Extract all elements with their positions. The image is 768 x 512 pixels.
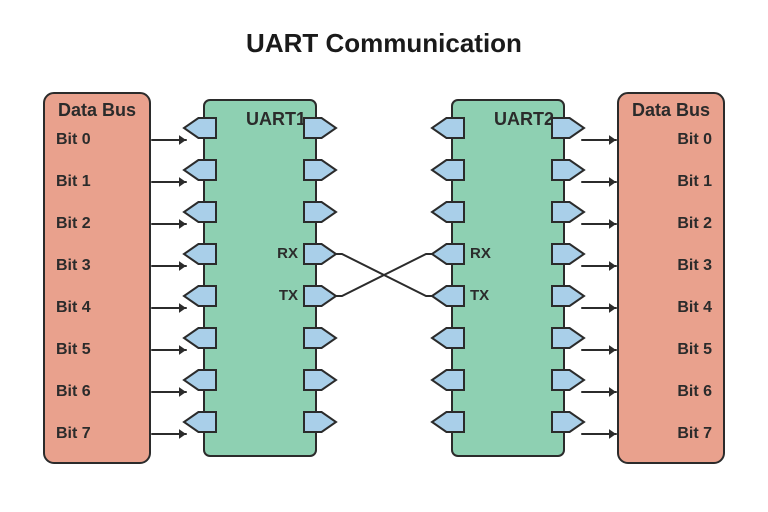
arrow-out-7-head [609,429,616,439]
databus-left-title: Data Bus [58,100,136,120]
uart2-rx-label: RX [470,245,491,262]
uart1-label: UART1 [246,109,306,129]
uart2-tx-label: TX [470,287,489,304]
uart1-pin-right-4 [304,286,336,306]
bit-left-5: Bit 5 [56,341,91,358]
bit-left-0: Bit 0 [56,131,91,148]
uart1-pin-left-3 [184,244,216,264]
databus-right-title: Data Bus [632,100,710,120]
bit-left-3: Bit 3 [56,257,91,274]
arrow-in-1-head [179,177,186,187]
arrow-out-6-head [609,387,616,397]
uart2-pin-left-2 [432,202,464,222]
arrow-out-3-head [609,261,616,271]
arrow-in-2-head [179,219,186,229]
uart1-pin-right-3 [304,244,336,264]
uart2-pin-left-3 [432,244,464,264]
arrow-out-1-head [609,177,616,187]
uart1-pin-right-7 [304,412,336,432]
uart2-pin-left-4 [432,286,464,306]
uart2-pin-left-1 [432,160,464,180]
uart1-pin-left-5 [184,328,216,348]
uart1-pin-left-1 [184,160,216,180]
bit-left-6: Bit 6 [56,383,91,400]
bit-left-1: Bit 1 [56,173,91,190]
arrow-out-2-head [609,219,616,229]
bit-right-3: Bit 3 [677,257,712,274]
uart1-pin-left-4 [184,286,216,306]
uart2-pin-right-5 [552,328,584,348]
uart1-chip [204,100,316,456]
uart1-pin-right-5 [304,328,336,348]
arrow-out-4-head [609,303,616,313]
bit-left-4: Bit 4 [56,299,91,316]
arrow-out-0-head [609,135,616,145]
uart2-pin-right-0 [552,118,584,138]
arrow-in-3-head [179,261,186,271]
uart2-label: UART2 [494,109,554,129]
bit-right-0: Bit 0 [677,131,712,148]
arrow-in-0-head [179,135,186,145]
uart1-pin-left-6 [184,370,216,390]
uart2-pin-right-7 [552,412,584,432]
uart2-pin-left-6 [432,370,464,390]
uart1-pin-left-7 [184,412,216,432]
bit-right-1: Bit 1 [677,173,712,190]
wire-tx-to-rx [336,254,432,296]
arrow-out-5-head [609,345,616,355]
uart1-pin-right-2 [304,202,336,222]
diagram-svg: Data Bus Data Bus UART1 UART2 Bit 0 Bit 0 Bit … [0,0,768,512]
arrow-in-6-head [179,387,186,397]
uart2-chip [452,100,564,456]
uart1-pin-right-0 [304,118,336,138]
arrow-in-7-head [179,429,186,439]
bit-left-7: Bit 7 [56,425,91,442]
uart1-rx-label: RX [277,245,298,262]
bit-right-6: Bit 6 [677,383,712,400]
uart2-pin-right-3 [552,244,584,264]
uart2-pin-right-1 [552,160,584,180]
arrow-in-4-head [179,303,186,313]
uart2-pin-left-0 [432,118,464,138]
uart1-tx-label: TX [279,287,298,304]
uart1-pin-right-6 [304,370,336,390]
uart1-pin-left-2 [184,202,216,222]
uart1-pin-right-1 [304,160,336,180]
uart1-pin-left-0 [184,118,216,138]
databus-right [618,93,724,463]
bit-left-2: Bit 2 [56,215,91,232]
databus-left [44,93,150,463]
bit-right-2: Bit 2 [677,215,712,232]
uart2-pin-left-5 [432,328,464,348]
bit-right-7: Bit 7 [677,425,712,442]
uart2-pin-right-2 [552,202,584,222]
uart2-pin-right-4 [552,286,584,306]
bit-right-5: Bit 5 [677,341,712,358]
arrow-in-5-head [179,345,186,355]
uart2-pin-right-6 [552,370,584,390]
bit-right-4: Bit 4 [677,299,712,316]
uart2-pin-left-7 [432,412,464,432]
